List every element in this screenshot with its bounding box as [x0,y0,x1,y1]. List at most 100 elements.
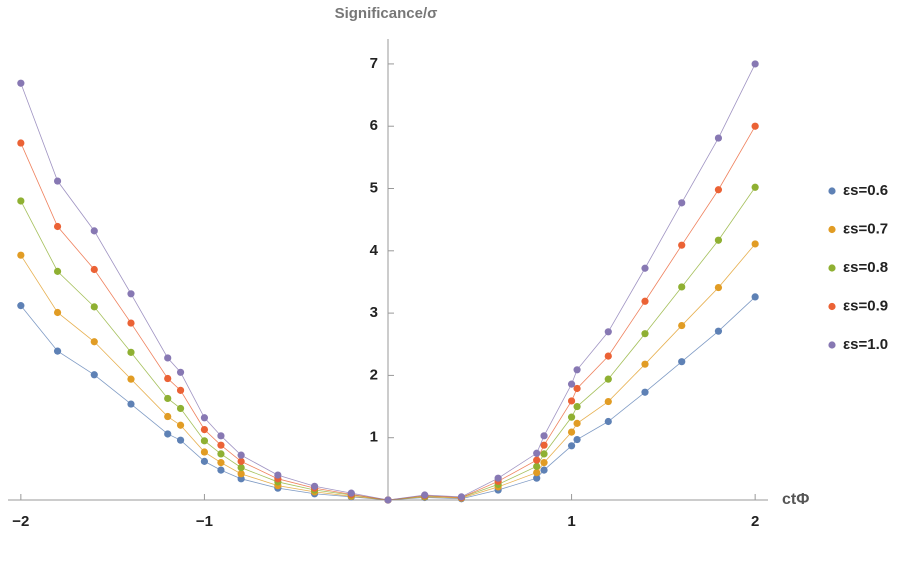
data-point [237,470,245,478]
data-point [176,404,185,413]
x-tick-label: 2 [751,513,759,530]
data-point [127,319,135,327]
data-point [604,417,612,426]
data-point [533,456,541,464]
data-point [573,402,581,411]
data-point [217,441,225,449]
data-point [678,358,686,366]
data-point [90,265,98,274]
data-point [237,464,245,472]
data-point [540,432,548,440]
data-point [164,412,172,421]
data-point [127,348,135,356]
data-point [310,482,319,490]
y-tick-label: 4 [370,242,379,259]
data-point [127,375,135,383]
data-point [127,400,135,408]
y-tick-label: 6 [370,117,378,134]
data-point [176,421,185,429]
data-point [714,327,723,335]
legend-label: εs=1.0 [843,336,888,353]
data-point [90,227,98,235]
data-point [17,139,25,147]
data-point [217,432,225,440]
data-point [641,360,649,368]
data-point [17,79,25,87]
y-tick-label: 1 [370,429,378,446]
data-point [17,302,25,310]
legend-label: εs=0.9 [843,297,888,314]
data-point [164,374,172,383]
data-point [714,186,723,194]
data-point [200,426,209,434]
data-point [751,60,759,68]
legend-label: εs=0.8 [843,259,888,276]
data-point [17,251,25,259]
data-point [604,352,612,360]
data-point [164,430,172,438]
data-point [237,475,245,483]
data-point [714,283,723,292]
legend-marker [828,264,836,272]
data-point [678,241,686,249]
data-point [127,290,135,298]
data-point [533,449,541,457]
data-point [494,474,502,482]
x-tick-label: −1 [196,513,213,530]
data-point [533,462,541,470]
data-point [200,457,209,465]
data-point [164,354,172,362]
data-point [17,197,25,205]
data-point [567,380,576,388]
data-point [751,240,759,248]
y-tick-label: 2 [370,366,378,383]
data-point [457,493,466,501]
data-point [200,448,209,456]
data-point [90,371,98,379]
data-point [533,474,541,482]
data-point [217,459,225,467]
data-point [176,368,185,376]
legend-marker [828,187,836,195]
data-point [604,375,612,383]
data-point [540,450,548,458]
legend-label: εs=0.6 [843,182,888,199]
y-tick-label: 5 [370,179,378,196]
data-point [678,283,686,291]
data-point [573,435,581,444]
data-point [53,222,62,231]
data-point [217,450,225,458]
data-point [90,303,98,311]
data-point [200,414,209,422]
data-point [237,451,245,459]
data-point [540,466,548,474]
data-point [567,413,576,421]
data-point [751,293,759,301]
data-point [384,496,392,504]
data-point [176,386,185,394]
data-point [751,122,759,130]
data-point [604,397,612,406]
data-point [641,388,649,396]
data-point [533,468,541,477]
data-point [567,428,576,436]
legend-label: εs=0.7 [843,220,888,237]
legend-marker [828,225,836,234]
data-point [540,441,548,449]
data-point [573,384,581,393]
x-axis-label: ctΦ [782,491,809,508]
data-point [237,457,245,465]
data-point [90,338,98,346]
x-tick-label: 1 [567,513,575,530]
data-point [714,236,723,244]
data-point [53,308,62,317]
data-point [604,328,612,336]
data-point [164,394,172,403]
y-tick-label: 3 [370,304,378,321]
data-point [573,366,581,374]
chart-title: Significance/σ [335,5,438,22]
data-point [176,436,185,444]
data-point [641,330,649,338]
data-point [274,471,282,479]
